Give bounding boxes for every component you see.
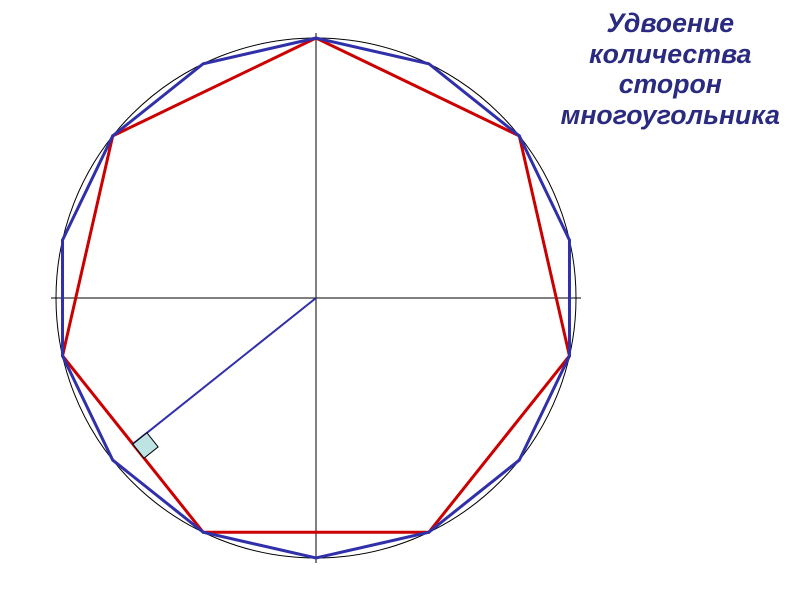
right-angle-marker — [133, 433, 158, 458]
diagram-title: Удвоение количества сторон многоугольник… — [561, 8, 780, 131]
apothem-line — [133, 298, 316, 444]
